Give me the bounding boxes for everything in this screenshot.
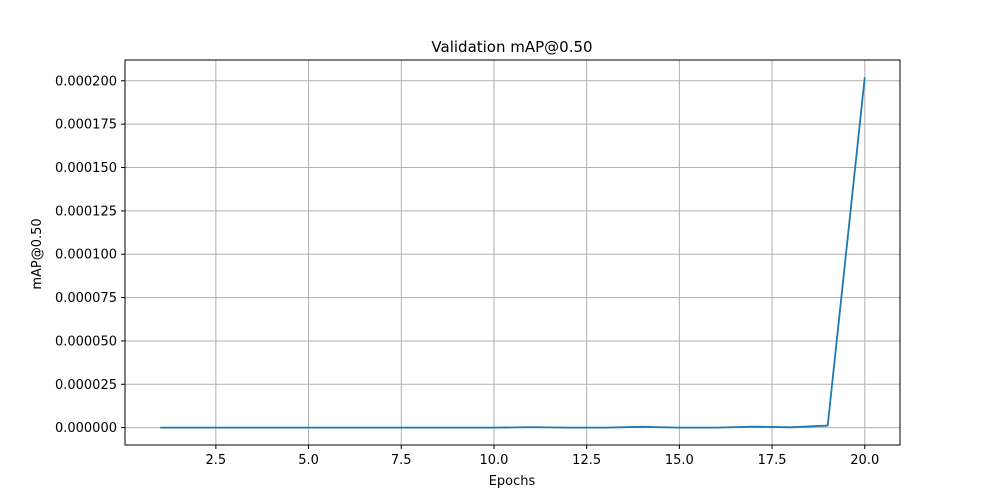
x-tick-label: 7.5 <box>391 453 412 468</box>
y-tick-label: 0.000150 <box>55 161 117 176</box>
x-tick-label: 2.5 <box>206 453 227 468</box>
x-tick-label: 10.0 <box>479 453 508 468</box>
x-tick-label: 5.0 <box>298 453 319 468</box>
y-tick-label: 0.000100 <box>55 248 117 263</box>
y-tick-label: 0.000075 <box>55 291 117 306</box>
x-tick-label: 12.5 <box>572 453 601 468</box>
axis-ticks: 2.5 5.0 7.5 10.0 12.5 15.0 17.5 20.0 0.000000 0.0… <box>55 74 879 468</box>
chart-title: Validation mAP@0.50 <box>431 38 592 56</box>
y-axis-label: mAP@0.50 <box>30 218 45 289</box>
grid-lines <box>125 60 900 445</box>
y-tick-label: 0.000175 <box>55 118 117 133</box>
series-layer <box>160 77 866 429</box>
y-tick-label: 0.000200 <box>55 74 117 89</box>
y-tick-label: 0.000125 <box>55 204 117 219</box>
y-tick-label: 0.000050 <box>55 334 117 349</box>
x-tick-label: 20.0 <box>850 453 879 468</box>
x-axis-label: Epochs <box>489 474 536 489</box>
y-tick-label: 0.000025 <box>55 378 117 393</box>
x-tick-label: 15.0 <box>665 453 694 468</box>
x-tick-label: 17.5 <box>758 453 787 468</box>
series-line <box>160 77 866 429</box>
y-tick-label: 0.000000 <box>55 421 117 436</box>
plot-frame <box>124 59 901 446</box>
